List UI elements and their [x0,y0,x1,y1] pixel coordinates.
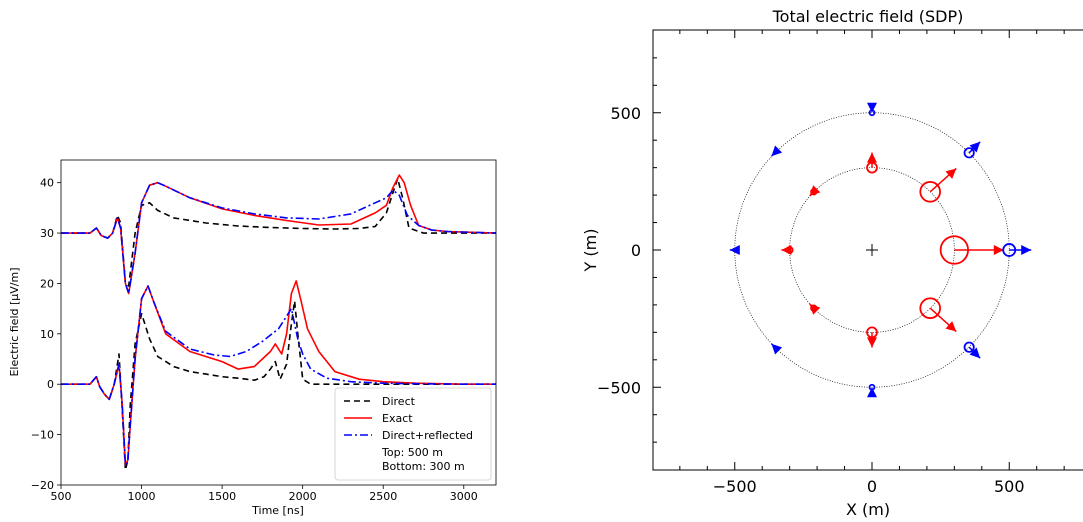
x-tick-label: 1500 [208,490,236,503]
field-map-y-axis-label: Y (m) [581,229,600,273]
field-magnitude-circle-300-1 [919,181,941,203]
legend-box [334,387,492,481]
y-tick-label: 0 [47,378,54,391]
y-tick-label: 0 [631,241,641,260]
legend-direct-label: Direct [382,395,416,408]
y-tick-label: 500 [610,104,641,123]
y-tick-label: 30 [40,227,54,240]
waveform-x-axis-label: Time [ns] [251,504,304,517]
waveform-chart: 500 1000 1500 2000 2500 3000 −20 −10 0 10 20 30 40 T… [8,159,497,517]
field-vector-arrowhead-500-4 [867,387,877,398]
field-magnitude-circle-500-1 [963,147,975,159]
field-vector-arrowhead-300-6 [809,304,821,315]
x-tick-label: 0 [867,477,877,496]
legend-direct-reflected-label: Direct+reflected [382,429,473,442]
field-map-x-axis-label: X (m) [846,500,890,519]
field-magnitude-circle-300-2 [919,297,941,319]
legend-note-bottom: Bottom: 300 m [382,460,465,473]
waveform-y-axis-label: Electric field [μV/m] [8,267,21,376]
x-tick-label: 2000 [289,490,317,503]
x-tick-label: −500 [713,477,757,496]
field-vector-arrowhead-500-1 [969,141,981,153]
field-map-content [729,102,1032,398]
x-tick-label: 500 [51,490,72,503]
legend-note-top: Top: 500 m [381,446,443,459]
field-vector-arrowhead-300-1 [945,168,957,179]
x-tick-label: 500 [994,477,1025,496]
field-vector-arrowhead-500-3 [867,102,877,113]
field-map-chart: Total electric field (SDP) −500 0 500 −500 0… [581,7,1083,519]
field-vector-arrowhead-300-0 [993,245,1004,255]
y-tick-label: −10 [31,429,54,442]
field-vector-arrowhead-500-7 [729,245,740,255]
field-map-axis-ticks: −500 0 500 −500 0 500 [597,30,1065,496]
field-vector-arrowhead-300-7 [781,245,792,255]
field-vector-arrowhead-300-2 [945,321,957,332]
waveform-legend: Direct Exact Direct+reflected Top: 500 m… [334,387,492,481]
waveform-axis-ticks: 500 1000 1500 2000 2500 3000 −20 −10 0 10 20 30 40 [31,177,478,503]
field-vector-arrowhead-500-6 [771,343,783,355]
x-tick-label: 3000 [450,490,478,503]
field-magnitude-circle-500-2 [963,341,975,353]
x-tick-label: 2500 [369,490,397,503]
y-tick-label: 10 [40,328,54,341]
field-map-title: Total electric field (SDP) [772,7,964,26]
field-vector-arrowhead-300-4 [867,337,877,348]
y-tick-label: 20 [40,277,54,290]
y-tick-label: 40 [40,177,54,190]
series-line-direct-top [61,177,496,287]
y-tick-label: −20 [31,479,54,492]
waveform-series-group [61,174,496,471]
field-vector-arrowhead-300-5 [809,185,821,196]
series-line-exact-top [61,174,496,295]
field-vector-arrowhead-300-3 [867,152,877,163]
field-vector-arrowhead-500-5 [771,145,783,157]
legend-exact-label: Exact [382,412,413,425]
field-vector-arrowhead-500-2 [969,347,981,359]
series-line-direct-reflected-bottom [61,285,496,466]
series-line-direct-reflected-top [61,181,496,295]
x-tick-label: 1000 [128,490,156,503]
origin-cross-marker [866,244,878,256]
field-vector-arrowhead-500-0 [1021,245,1032,255]
y-tick-label: −500 [597,378,641,397]
waveform-plot-frame [60,159,497,486]
